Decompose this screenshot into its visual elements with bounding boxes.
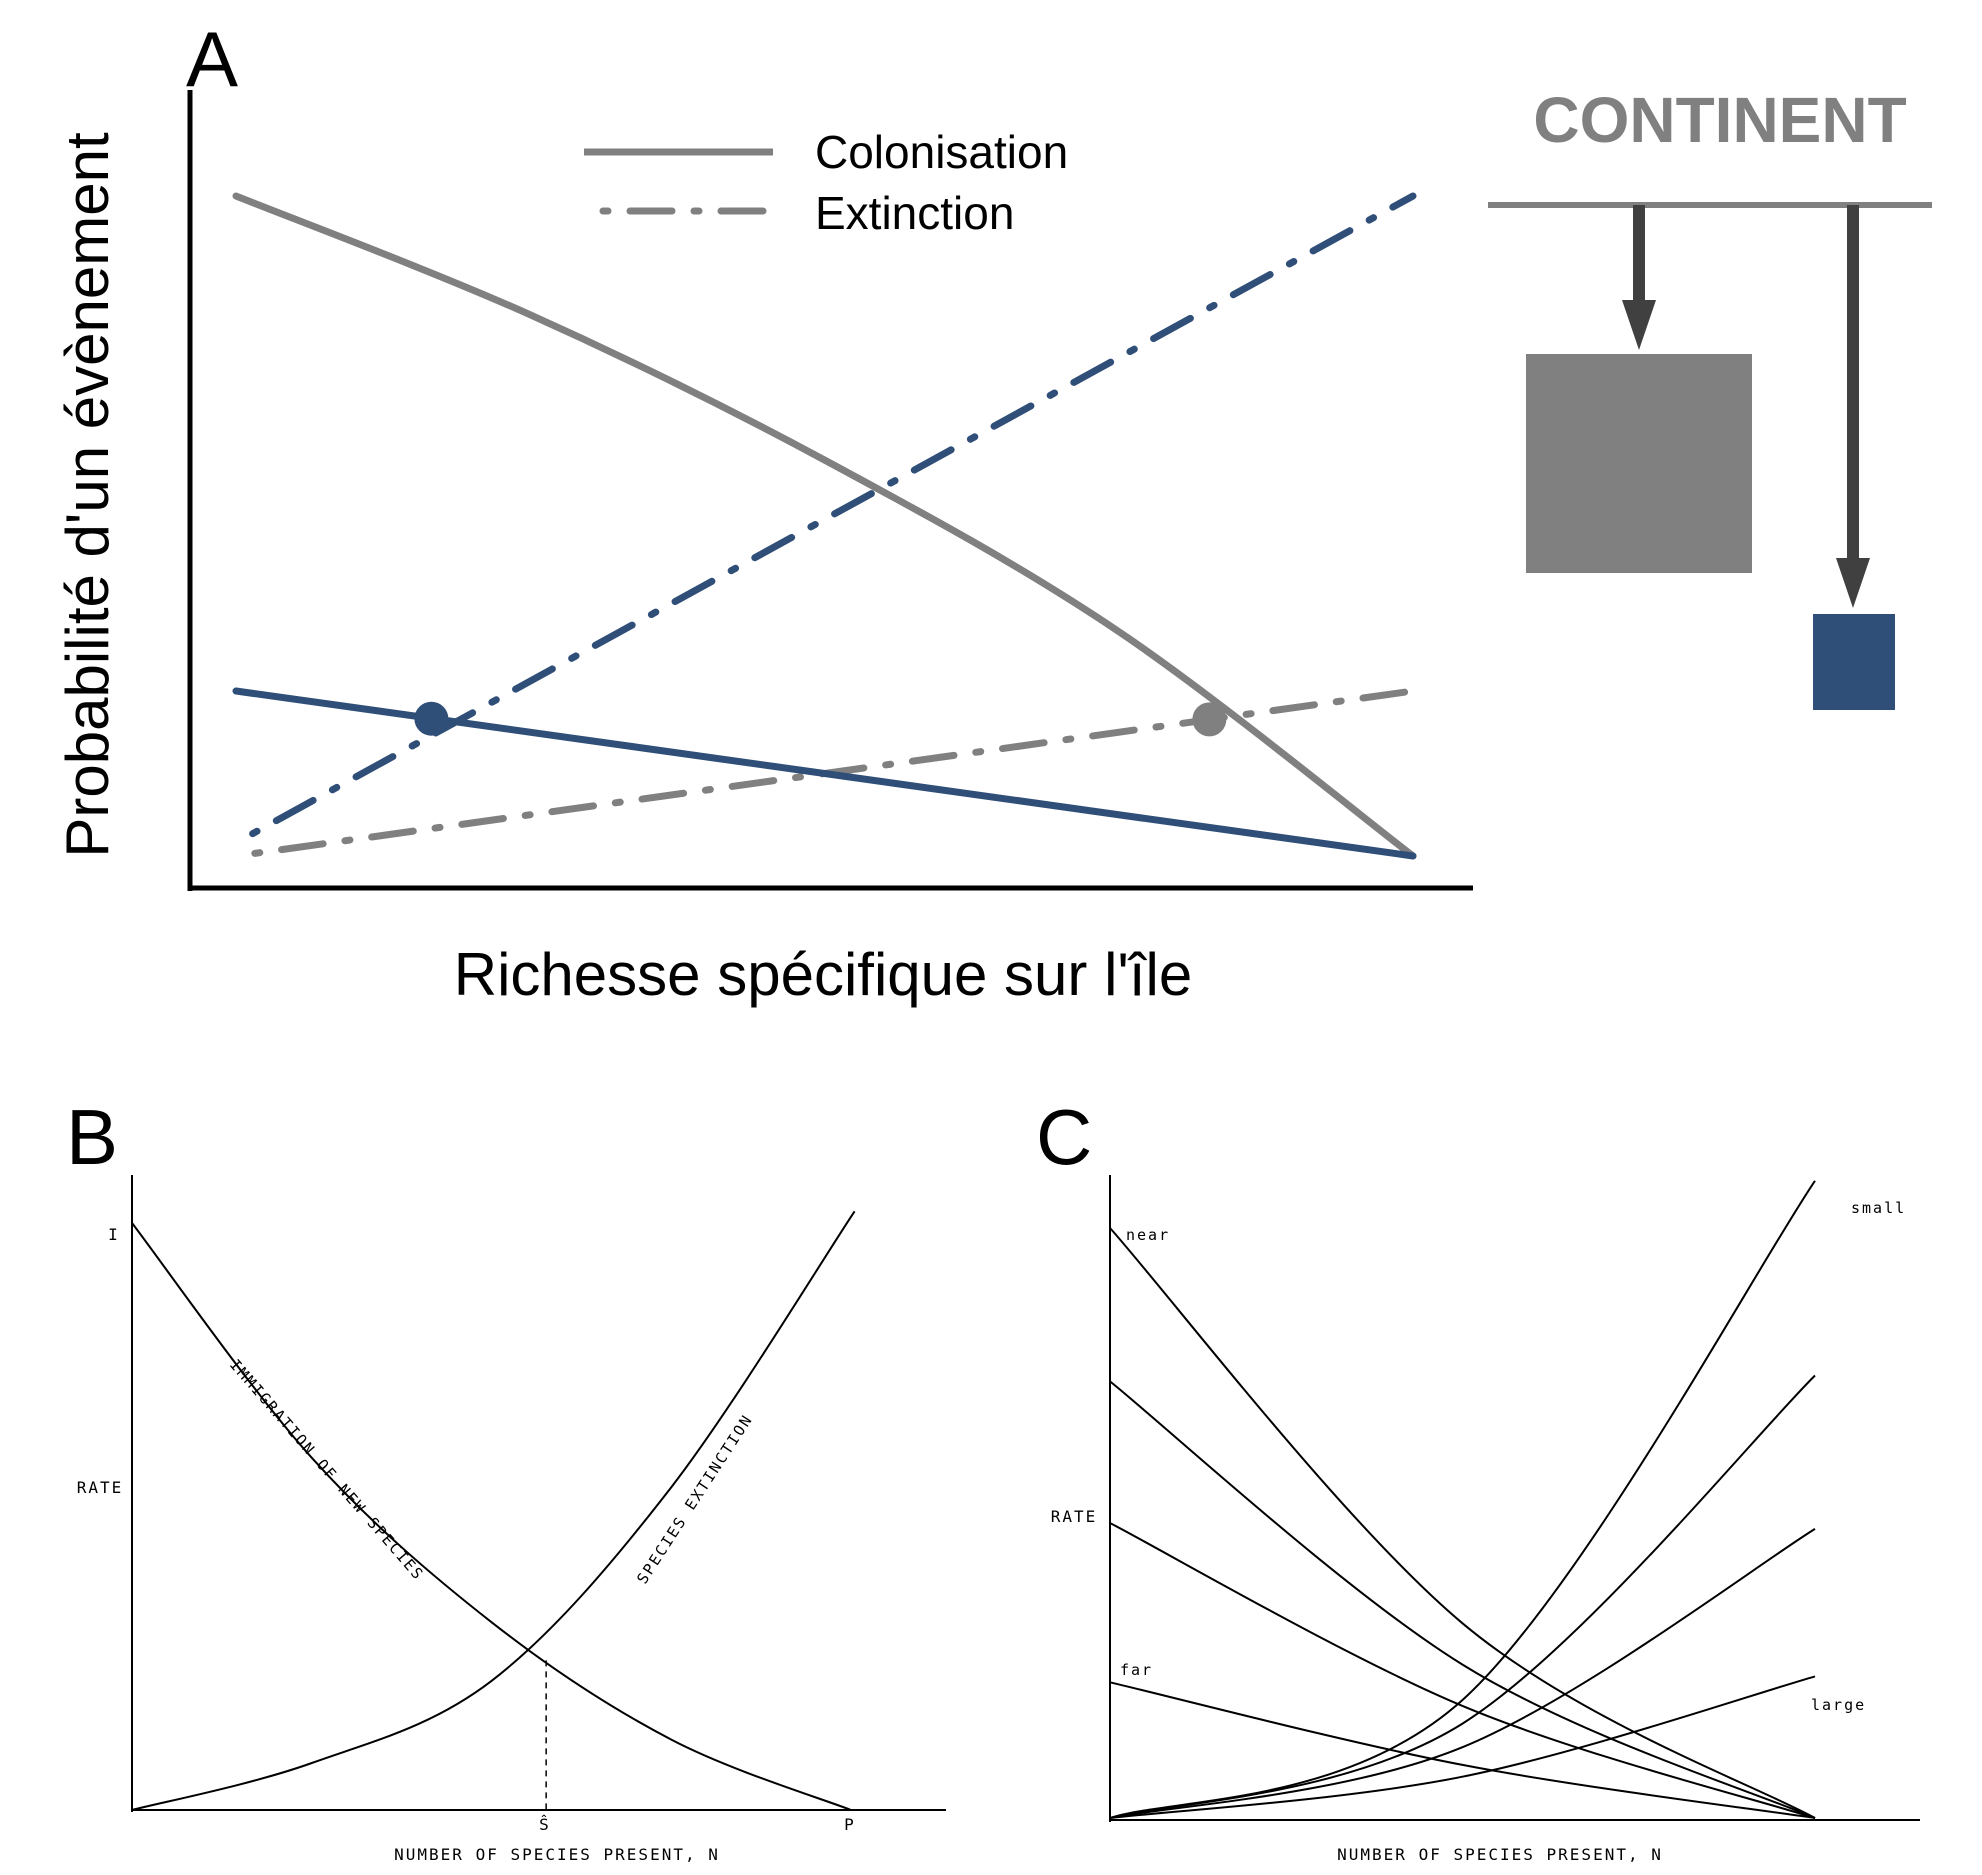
panel-c-immigration-curve-2: [1109, 1380, 1816, 1819]
panel-c-immigration-curve-1: [1109, 1227, 1816, 1819]
panel-c-annotation-small: small: [1851, 1199, 1906, 1217]
panel-b-tick-s-hat: Ŝ: [539, 1815, 551, 1834]
continent-inset: CONTINENT: [1488, 84, 1932, 710]
panel-b-immigration-label: IMMIGRATION OF NEW SPECIES: [226, 1356, 428, 1584]
panel-a: A Colonisation Extinction Richesse spéci…: [54, 15, 1932, 1008]
panel-c-immigration-curve-4: [1109, 1681, 1816, 1819]
arrow-head-near: [1622, 300, 1656, 350]
panel-a-x-label: Richesse spécifique sur l'île: [454, 941, 1192, 1008]
panel-b-extinction-label: SPECIES EXTINCTION: [633, 1411, 756, 1587]
panel-c-extinction-curve-4: [1109, 1675, 1816, 1819]
panel-b-letter: B: [66, 1093, 118, 1181]
legend-label-colonisation: Colonisation: [815, 126, 1068, 178]
panel-b-tick-p: P: [844, 1815, 856, 1834]
panel-b-x-label: NUMBER OF SPECIES PRESENT, N: [394, 1845, 720, 1864]
panel-b-y-label: RATE: [77, 1478, 124, 1497]
legend-label-extinction: Extinction: [815, 187, 1014, 239]
panel-a-series-extinction-blue: [232, 192, 1417, 847]
panel-a-y-label: Probabilité d'un évènement: [54, 132, 121, 858]
panel-c-extinction-curve-3: [1109, 1528, 1816, 1819]
panel-c-annotation-large: large: [1811, 1696, 1866, 1714]
panel-c-annotation-near: near: [1126, 1226, 1170, 1244]
panel-a-series-colonisation-grey: [232, 192, 1417, 860]
panel-c-extinction-curve-2: [1109, 1374, 1816, 1819]
panel-c-letter: C: [1036, 1093, 1092, 1181]
panel-c-series: [1109, 1180, 1816, 1819]
panel-b-tick-i: I: [108, 1225, 120, 1244]
panel-a-letter: A: [186, 15, 238, 103]
island-large-near: [1526, 354, 1752, 573]
panel-a-equilibrium-point-2: [1192, 702, 1227, 737]
panel-b-immigration-curve: [131, 1222, 852, 1811]
panel-a-series: [232, 192, 1417, 860]
arrow-head-far: [1836, 558, 1870, 608]
panel-a-legend: Colonisation Extinction: [580, 126, 1068, 239]
panel-c-x-label: NUMBER OF SPECIES PRESENT, N: [1337, 1845, 1663, 1864]
panel-c-annotation-far: far: [1120, 1661, 1153, 1679]
continent-label: CONTINENT: [1533, 84, 1906, 156]
panel-a-equilibria: [414, 701, 1227, 737]
panel-b: B I RATE Ŝ P NUMBER OF SPECIES PRESENT, …: [66, 1093, 946, 1864]
panel-c: C RATE NUMBER OF SPECIES PRESENT, N near…: [1036, 1093, 1920, 1864]
island-small-far: [1813, 614, 1895, 710]
panel-b-extinction-curve: [131, 1210, 856, 1811]
panel-c-immigration-curve-3: [1109, 1522, 1816, 1819]
panel-b-series: [131, 1210, 856, 1811]
panel-a-equilibrium-point-1: [414, 701, 449, 736]
panel-c-y-label: RATE: [1051, 1507, 1098, 1526]
